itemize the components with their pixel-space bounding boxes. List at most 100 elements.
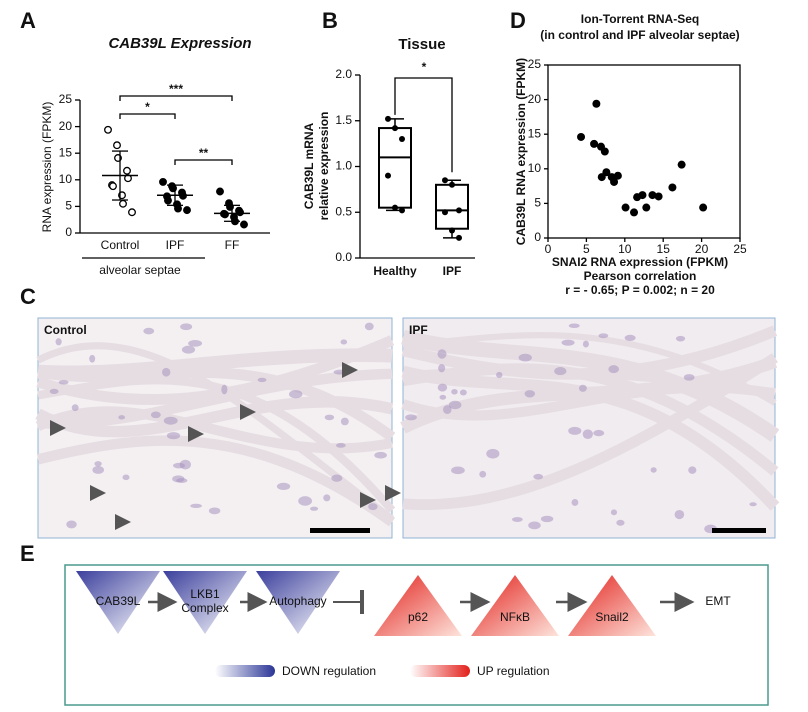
- significance-label: **: [199, 146, 209, 160]
- panel-letter: D: [510, 8, 526, 33]
- y-tick-label: 20: [528, 92, 542, 106]
- x-tick-label: 0: [545, 242, 552, 256]
- down-triangle: [163, 571, 247, 634]
- nucleus: [181, 345, 196, 354]
- legend-label: UP regulation: [477, 664, 550, 678]
- nucleus: [257, 377, 267, 383]
- nucleus: [374, 451, 387, 459]
- nucleus: [451, 466, 465, 475]
- up-triangle: [568, 575, 656, 636]
- nucleus: [675, 335, 686, 342]
- y-tick-label: 15: [59, 145, 73, 159]
- significance-label: *: [422, 60, 427, 74]
- x-tick-label: IPF: [166, 238, 185, 252]
- up-triangle: [374, 575, 462, 636]
- x-tick-label: 20: [695, 242, 709, 256]
- nucleus: [162, 367, 171, 377]
- chart-title: Ion-Torrent RNA-Seq: [581, 12, 699, 26]
- data-point: [602, 168, 611, 177]
- tissue-strand: [35, 396, 394, 438]
- data-point: [399, 207, 405, 214]
- chart-title: CAB39L Expression: [108, 35, 251, 52]
- x-tick-label: Healthy: [373, 264, 417, 278]
- data-point: [600, 147, 609, 156]
- data-point: [638, 191, 647, 200]
- data-point: [699, 203, 708, 212]
- data-point: [399, 136, 405, 143]
- nucleus: [364, 322, 374, 331]
- chart-subtitle: (in control and IPF alveolar septae): [540, 28, 739, 42]
- nucleus: [94, 461, 102, 467]
- nucleus: [511, 517, 523, 522]
- nucleus: [150, 411, 161, 419]
- nucleus: [173, 462, 185, 469]
- nucleus: [439, 394, 447, 400]
- pathway-node: CAB39L: [96, 594, 141, 608]
- nucleus: [58, 380, 69, 385]
- tissue-strand: [401, 365, 780, 511]
- data-point: [577, 132, 586, 141]
- nucleus: [122, 474, 130, 481]
- data-point: [385, 172, 391, 179]
- y-axis-label: RNA expression (FPKM): [40, 102, 54, 233]
- nucleus: [610, 509, 618, 516]
- x-tick-label: 10: [618, 242, 632, 256]
- group-label: alveolar septae: [99, 263, 181, 277]
- data-point: [392, 125, 398, 132]
- plot-frame: [547, 64, 741, 239]
- nucleus: [524, 390, 535, 398]
- box: [435, 183, 469, 230]
- nucleus: [166, 432, 181, 440]
- nucleus: [554, 367, 567, 376]
- nucleus: [66, 520, 77, 529]
- nucleus: [71, 404, 79, 412]
- pathway-node: LKB1 Complex: [181, 587, 228, 615]
- nucleus: [208, 507, 221, 515]
- y-tick-label: 5: [534, 196, 541, 210]
- nucleus: [289, 390, 303, 399]
- nucleus: [340, 417, 349, 426]
- nucleus: [118, 415, 126, 420]
- nucleus: [55, 338, 62, 346]
- nucleus: [561, 339, 575, 346]
- y-tick-label: 2.0: [335, 67, 352, 81]
- nucleus: [650, 467, 657, 473]
- nucleus: [335, 443, 346, 448]
- nucleus: [578, 384, 587, 392]
- data-point: [654, 192, 663, 201]
- nucleus: [49, 388, 59, 394]
- data-point: [128, 208, 136, 217]
- nucleus: [340, 339, 348, 345]
- data-point: [442, 209, 448, 216]
- y-tick-label: 0.0: [335, 250, 352, 264]
- nucleus: [190, 503, 202, 509]
- nucleus: [582, 429, 593, 440]
- data-point: [159, 177, 167, 186]
- nucleus: [368, 503, 378, 511]
- x-tick-label: IPF: [443, 264, 462, 278]
- y-tick-label: 0: [534, 230, 541, 244]
- micrograph-label: IPF: [409, 323, 428, 337]
- data-point: [590, 139, 599, 148]
- panel-letter: B: [322, 8, 338, 33]
- nucleus: [438, 363, 446, 373]
- legend-swatch: [410, 665, 470, 677]
- pathway-node: EMT: [705, 594, 731, 608]
- data-point: [610, 177, 619, 186]
- legend-swatch: [215, 665, 275, 677]
- nucleus: [451, 388, 458, 395]
- nucleus: [405, 414, 417, 421]
- y-tick-label: 25: [528, 57, 542, 71]
- data-point: [456, 234, 462, 241]
- data-point: [104, 125, 112, 134]
- nucleus: [92, 465, 104, 474]
- y-tick-label: 10: [528, 161, 542, 175]
- y-tick-label: 5: [65, 199, 72, 213]
- tissue-strand: [37, 348, 393, 380]
- nucleus: [331, 474, 343, 482]
- data-point: [113, 141, 121, 150]
- data-point: [442, 177, 448, 184]
- tissue-strand: [37, 376, 396, 513]
- data-point: [119, 199, 127, 208]
